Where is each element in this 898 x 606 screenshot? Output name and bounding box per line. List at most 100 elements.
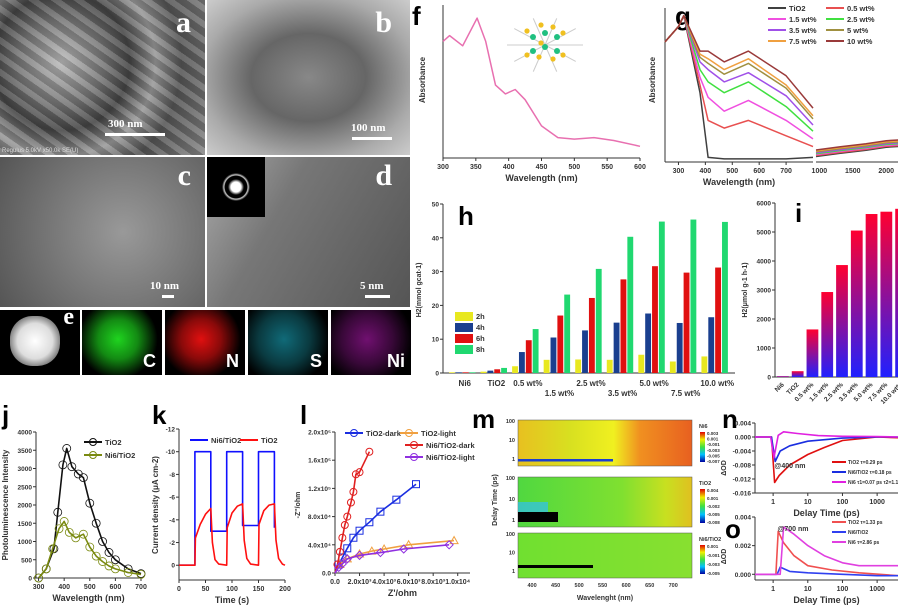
- colorbar-tick-label: 0.003: [707, 431, 719, 436]
- panel-label-j: j: [1, 400, 9, 430]
- nyquist-marker-TiO2-dark: [392, 495, 401, 504]
- panel-label-d: d: [375, 159, 392, 192]
- pl-marker-TiO2: [78, 473, 88, 483]
- legend-label-TiO2: TiO2 τ=0.29 ps: [848, 460, 883, 466]
- legend-label-j-1: Ni6/TiO2: [105, 451, 135, 460]
- bar-6h-0.5 wt%: [525, 340, 532, 373]
- x-tick-label-g: 1000: [812, 168, 828, 175]
- bar-4h-5.0 wt%: [645, 313, 652, 373]
- nir-curve-3.5 wt%: [815, 142, 898, 154]
- colorbar-tick-label: -0.005: [707, 453, 720, 458]
- bar-8h-0.5 wt%: [532, 329, 539, 373]
- bar-8h-5.0 wt%: [658, 221, 665, 373]
- y-tick-label-m: 10: [509, 438, 515, 444]
- legend-label-j-0: TiO2: [105, 438, 122, 447]
- pl-marker-TiO2: [62, 444, 72, 453]
- x-tick-label-o: 1000: [869, 586, 885, 593]
- pl-curve-TiO2: [37, 447, 142, 579]
- legend-label-l-0: TiO2-dark: [366, 429, 402, 438]
- nir-curve-TiO2: [815, 145, 898, 158]
- pl-marker-Ni6/TiO2: [85, 542, 95, 552]
- kinetic-trace-TiO2: [755, 530, 898, 577]
- legend-label-g-2: 1.5 wt%: [789, 15, 817, 24]
- bar-2h-1.5 wt%: [543, 359, 550, 373]
- x-tick-label-f: 300: [437, 164, 449, 171]
- legend-label-g-0: TiO2: [789, 4, 806, 13]
- panel-label-l: l: [300, 400, 307, 430]
- nir-curve-7.5 wt%: [815, 140, 898, 152]
- scale-bar-c: [162, 295, 174, 298]
- nyquist-curve-Ni6/TiO2-dark: [334, 451, 371, 574]
- kinetic-trace-Ni6/TiO2: [755, 566, 898, 577]
- x-tick-label-f: 400: [503, 164, 515, 171]
- bar-5.0 wt%: [865, 214, 878, 377]
- legend-label-g-7: 10 wt%: [847, 37, 873, 46]
- s-atom: [560, 52, 566, 58]
- bar-4h-3.5 wt%: [613, 322, 620, 373]
- s-atom: [538, 40, 544, 46]
- bar-2h-7.5 wt%: [669, 361, 676, 373]
- legend-label-l-3: Ni6/TiO2-light: [426, 453, 475, 462]
- y-tick-label-m: 100: [506, 476, 515, 482]
- nir-curve-10 wt%: [815, 139, 898, 151]
- bar-4h-10.0 wt%: [708, 317, 715, 373]
- colorbar-tick-label: -0.003: [707, 562, 720, 567]
- x-tick-label-m: 500: [575, 583, 584, 589]
- bar-6h-5.0 wt%: [652, 266, 658, 373]
- nyquist-marker-Ni6/TiO2-dark: [355, 468, 364, 477]
- ni-atom: [542, 30, 548, 36]
- pl-marker-Ni6/TiO2: [91, 551, 101, 561]
- y-axis-title-m: Delay Time (ps): [492, 474, 499, 526]
- nyquist-marker-TiO2-dark: [343, 544, 352, 553]
- colorbar-title-Ni6/TiO2: Ni6/TiO2: [699, 537, 721, 543]
- legend-label-TiO2: TiO2 τ=1.33 ps: [848, 520, 883, 526]
- nyquist-marker-TiO2-dark: [412, 480, 420, 489]
- bar-4h-0.5 wt%: [518, 352, 525, 373]
- pl-marker-TiO2: [67, 462, 77, 472]
- x-tick-label-m: 450: [551, 583, 560, 589]
- panel-label-b: b: [375, 6, 392, 39]
- y-tick-label-i: 3000: [757, 288, 772, 295]
- y-tick-label-o: 0.002: [735, 543, 752, 550]
- scale-bar-d: [365, 295, 390, 298]
- nyquist-marker-Ni6/TiO2-dark: [365, 447, 374, 456]
- nyquist-marker-Ni6/TiO2-light: [375, 547, 386, 558]
- legend-swatch-2h: [455, 312, 473, 321]
- x-tick-label-k: 100: [226, 586, 238, 593]
- eds-map-c: C: [82, 310, 162, 375]
- pl-marker-TiO2: [85, 498, 95, 508]
- x-axis-title-f: Wavelength (nm): [505, 173, 577, 183]
- legend-label-Ni6/TiO2: Ni6/TiO2: [848, 530, 868, 536]
- bar-2h-3.5 wt%: [606, 359, 613, 373]
- x-tick-label-j: 300: [33, 584, 45, 591]
- s-atom: [536, 54, 542, 60]
- colorbar-tick-label: 0.001: [707, 544, 719, 549]
- bar-4h-7.5 wt%: [676, 322, 683, 373]
- x-tick-label-l: 1.0x10⁴: [445, 579, 470, 586]
- y-tick-label-k: -4: [169, 517, 175, 524]
- legend-marker-l-1: [405, 429, 413, 437]
- x-axis-title-m: Wavelenght (nm): [577, 595, 633, 602]
- nyquist-marker-Ni6/TiO2-dark: [349, 487, 358, 496]
- y-axis-title-j: Photoluminescence Intensity: [1, 449, 10, 560]
- y-tick-label-i: 0: [767, 375, 771, 382]
- x-tick-label-k: 150: [253, 586, 265, 593]
- colorbar-Ni6: [700, 432, 705, 462]
- nyquist-marker-TiO2-dark: [355, 526, 364, 535]
- y-tick-label-k: -6: [169, 495, 175, 502]
- scale-bar-b: [352, 137, 392, 140]
- bar-8h-3.5 wt%: [627, 236, 634, 373]
- bar-2h-5.0 wt%: [638, 354, 645, 373]
- pl-marker-Ni6/TiO2: [59, 517, 69, 526]
- y-tick-label-h: 40: [432, 235, 440, 242]
- x-tick-label-n: 1000: [869, 499, 885, 506]
- nir-curve-5 wt%: [815, 141, 898, 153]
- x-tick-label-g: 1500: [845, 168, 861, 175]
- bar-2h-TiO2: [480, 371, 487, 373]
- ligand-bond: [544, 28, 576, 46]
- pl-marker-TiO2: [91, 518, 101, 528]
- kinetic-trace-TiO2: [755, 436, 898, 484]
- panel-label-k: k: [152, 400, 167, 430]
- x-tick-label-g: 2000: [878, 168, 894, 175]
- x-tick-label-m: 400: [528, 583, 537, 589]
